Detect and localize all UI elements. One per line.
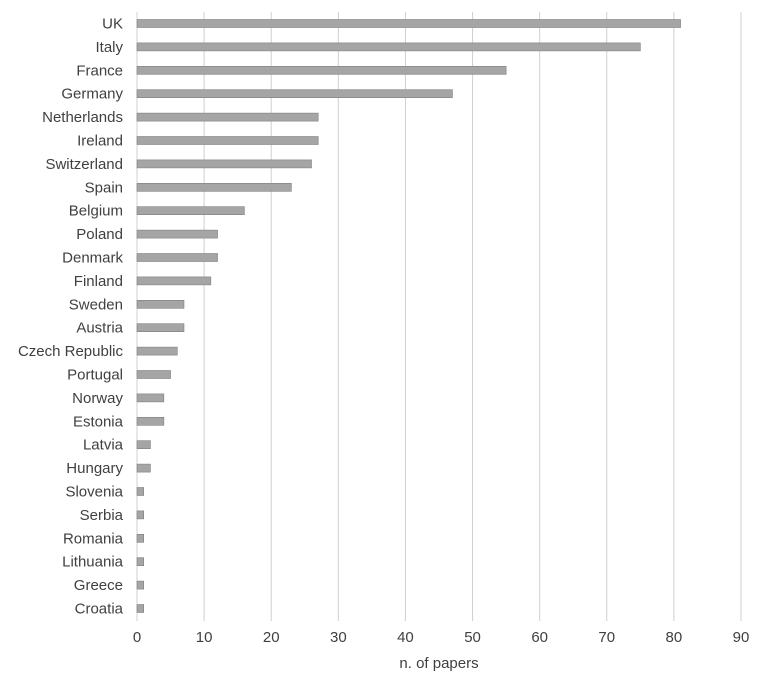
x-tick-label: 50 (464, 629, 481, 646)
bar (136, 206, 245, 215)
bar (136, 557, 145, 567)
bar (136, 370, 171, 379)
category-labels: UK Italy France Germany Netherlands Ireland Sw… (18, 16, 124, 618)
bar (136, 253, 218, 262)
category-label: Sweden (69, 296, 123, 313)
category-label: Italy (95, 39, 123, 56)
bar (136, 604, 145, 613)
bar (136, 346, 178, 356)
bar (136, 393, 165, 403)
bar (136, 533, 145, 543)
category-label: Belgium (69, 203, 123, 220)
x-tick-label: 0 (133, 629, 141, 646)
x-tick-label: 40 (397, 629, 414, 646)
category-label: Finland (74, 273, 123, 290)
category-label: Serbia (80, 507, 124, 524)
category-label: Lithuania (62, 554, 124, 571)
bar (136, 42, 641, 52)
category-label: Estonia (73, 413, 124, 430)
bar (136, 66, 507, 75)
category-label: Hungary (66, 460, 123, 477)
x-axis-title: n. of papers (399, 655, 478, 672)
bar (136, 440, 151, 450)
bar (136, 323, 185, 333)
category-label: Romania (63, 530, 124, 547)
category-label: France (76, 62, 123, 79)
bar (136, 463, 151, 473)
bar (136, 510, 145, 520)
bar (136, 19, 681, 28)
x-tick-label: 30 (330, 629, 347, 646)
bar (136, 580, 145, 590)
category-label: Switzerland (45, 156, 123, 173)
category-label: UK (102, 16, 123, 33)
category-label: Czech Republic (18, 343, 124, 360)
bar (136, 229, 218, 239)
bar (136, 183, 292, 192)
category-label: Greece (74, 577, 123, 594)
gridlines (136, 12, 742, 621)
bar (136, 276, 212, 286)
category-label: Austria (76, 320, 123, 337)
category-label: Ireland (77, 133, 123, 150)
category-label: Norway (72, 390, 123, 407)
bar (136, 299, 185, 309)
category-label: Poland (76, 226, 123, 243)
bar (136, 89, 453, 98)
x-tick-label: 60 (531, 629, 548, 646)
category-label: Spain (85, 179, 123, 196)
category-label: Netherlands (42, 109, 123, 126)
x-tick-label: 10 (196, 629, 213, 646)
category-label: Croatia (75, 601, 124, 618)
bar (136, 112, 319, 122)
bar (136, 416, 165, 426)
x-tick-labels: 0 10 20 30 40 50 60 70 80 90 (133, 629, 750, 646)
x-tick-label: 20 (263, 629, 280, 646)
category-label: Latvia (83, 437, 124, 454)
category-label: Denmark (62, 250, 123, 267)
category-label: Slovenia (65, 484, 123, 501)
bar (136, 136, 319, 145)
bars (136, 19, 681, 613)
bar (136, 487, 145, 496)
x-tick-label: 90 (733, 629, 750, 646)
x-tick-label: 70 (598, 629, 615, 646)
category-label: Germany (61, 86, 123, 103)
category-label: Portugal (67, 367, 123, 384)
x-tick-label: 80 (666, 629, 683, 646)
bar (136, 159, 312, 169)
